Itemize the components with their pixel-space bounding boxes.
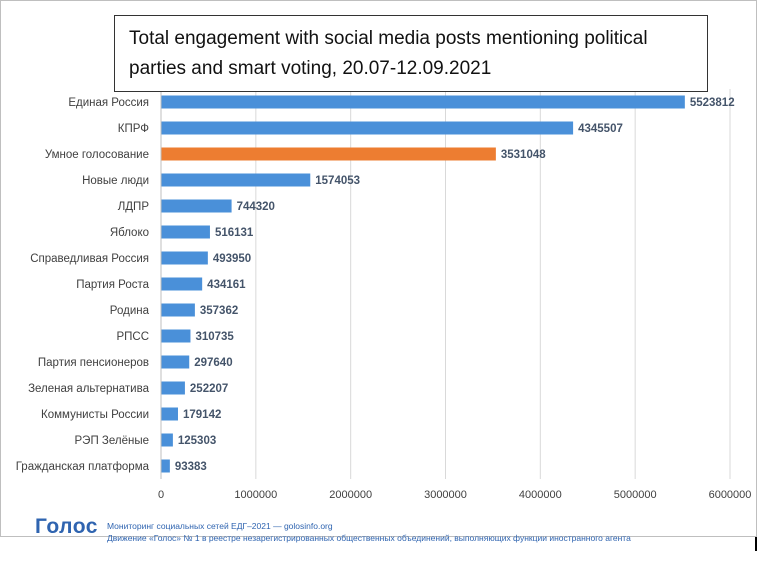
bar xyxy=(161,355,190,369)
category-label: ЛДПР xyxy=(118,201,150,213)
footer-line-2: Движение «Голос» № 1 в реестре незарегис… xyxy=(107,533,631,543)
category-label: Яблоко xyxy=(110,227,149,239)
bar xyxy=(161,407,178,421)
category-label: РПСС xyxy=(116,331,149,343)
value-label: 5523812 xyxy=(690,97,735,109)
value-label: 493950 xyxy=(213,253,251,265)
x-tick-label: 3000000 xyxy=(424,489,467,501)
category-label: Гражданская платформа xyxy=(16,461,150,473)
chart-frame: 0 1000000 2000000 3000000 4000000 5000000 6000… xyxy=(0,0,757,543)
x-tick-label: 0 xyxy=(158,489,164,501)
bar xyxy=(161,199,232,213)
category-label: Зеленая альтернатива xyxy=(28,383,150,395)
x-tick-label: 4000000 xyxy=(519,489,562,501)
bar xyxy=(161,147,496,161)
footer-line-1: Мониторинг социальных сетей ЕДГ–2021 — g… xyxy=(107,521,333,531)
value-label: 434161 xyxy=(207,279,246,291)
value-label: 179142 xyxy=(183,409,221,421)
golos-logo: Голос xyxy=(35,515,98,538)
value-label: 516131 xyxy=(215,227,254,239)
value-label: 297640 xyxy=(194,357,232,369)
bar xyxy=(161,95,685,109)
bar xyxy=(161,459,170,473)
category-label: Справедливая Россия xyxy=(30,253,149,265)
value-label: 3531048 xyxy=(501,149,546,161)
corner-mark xyxy=(755,537,757,551)
bar xyxy=(161,225,210,239)
bar xyxy=(161,381,185,395)
bar xyxy=(161,303,195,317)
category-label: РЭП Зелёные xyxy=(75,435,149,447)
category-label: Единая Россия xyxy=(68,97,149,109)
value-label: 93383 xyxy=(175,461,207,473)
bar xyxy=(161,433,173,447)
footer-caption: Мониторинг социальных сетей ЕДГ–2021 — g… xyxy=(107,520,631,544)
category-label: Умное голосование xyxy=(45,149,149,161)
bar xyxy=(161,121,574,135)
x-tick-label: 5000000 xyxy=(614,489,657,501)
x-tick-label: 6000000 xyxy=(709,489,752,501)
x-tick-label: 1000000 xyxy=(234,489,277,501)
value-label: 357362 xyxy=(200,305,238,317)
value-label: 4345507 xyxy=(578,123,623,135)
bar xyxy=(161,173,311,187)
x-tick-label: 2000000 xyxy=(329,489,372,501)
chart-title: Total engagement with social media posts… xyxy=(114,15,708,92)
category-label: Коммунисты России xyxy=(41,409,149,421)
value-label: 310735 xyxy=(195,331,234,343)
category-label: Партия пенсионеров xyxy=(38,357,149,369)
category-label: Партия Роста xyxy=(76,279,149,291)
bar xyxy=(161,329,191,343)
value-label: 1574053 xyxy=(315,175,360,187)
category-label: КПРФ xyxy=(118,123,150,135)
value-label: 744320 xyxy=(237,201,275,213)
category-label: Родина xyxy=(110,305,150,317)
value-label: 252207 xyxy=(190,383,228,395)
value-label: 125303 xyxy=(178,435,216,447)
category-label: Новые люди xyxy=(82,175,149,187)
bar-chart: 0 1000000 2000000 3000000 4000000 5000000 6000… xyxy=(16,89,752,501)
bar xyxy=(161,277,203,291)
bar xyxy=(161,251,208,265)
